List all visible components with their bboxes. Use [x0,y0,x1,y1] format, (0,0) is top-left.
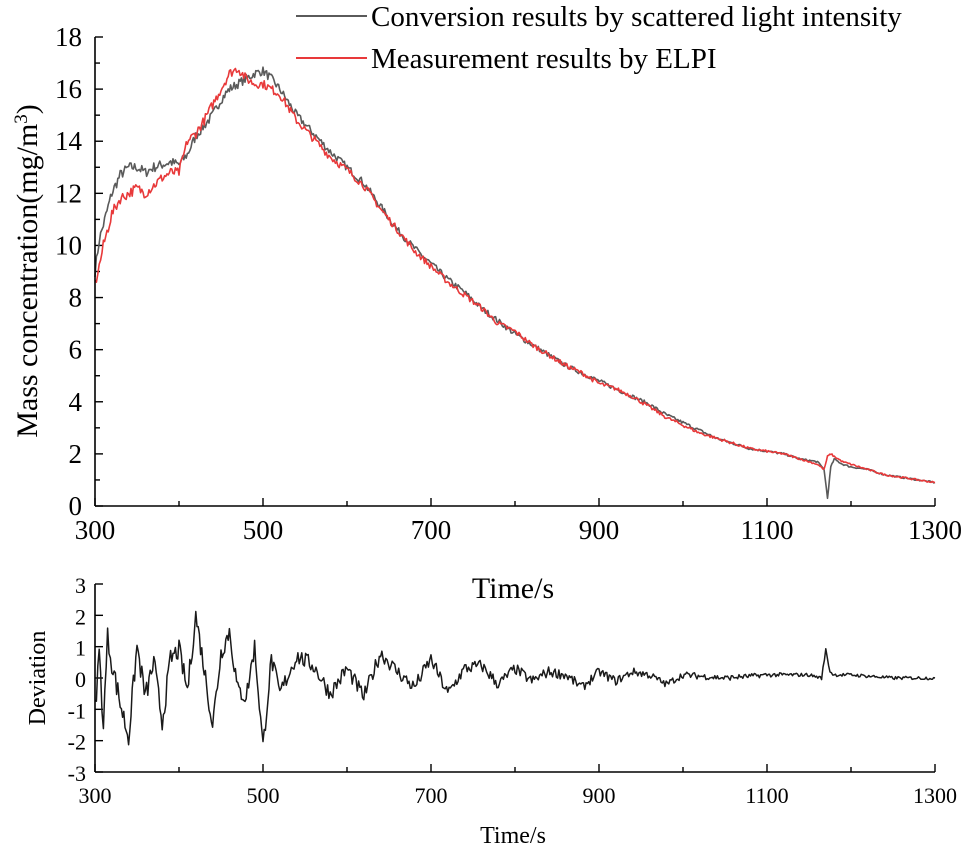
top-y-axis-title: Mass concentration(mg/m3) [11,104,45,438]
bottom-y-tick-label: 3 [75,573,86,598]
bottom-series-group [94,610,936,746]
top-y-tick-label: 6 [69,335,83,365]
bottom-panel: 300 500 700 900 1100 1300 -3 -2 -1 0 1 2 3 Time/s De… [25,573,957,849]
bottom-x-tick-label: 900 [583,783,616,808]
top-y-tick-label: 2 [69,439,83,469]
top-x-tick-label: 1100 [741,515,794,545]
top-series-line-0 [94,66,936,500]
top-panel: 300 500 700 900 1100 1300 0 2 4 6 8 10 12 14 16 18 Time… [11,1,963,605]
bottom-x-tick-label: 1300 [913,783,957,808]
top-series-line-1 [94,67,936,484]
top-y-tick-label: 18 [55,22,82,52]
top-y-axis-title-main: Mass concentration(mg/m [11,124,44,438]
bottom-axis-ticks: 300 500 700 900 1100 1300 -3 -2 -1 0 1 2 3 [68,573,957,808]
top-x-tick-label: 1300 [908,515,962,545]
legend: Conversion results by scattered light in… [296,1,902,75]
top-x-tick-label: 300 [75,515,116,545]
bottom-y-tick-label: -3 [68,761,86,786]
bottom-y-tick-label: -1 [68,698,86,723]
top-x-axis-title: Time/s [472,572,554,605]
bottom-x-tick-label: 500 [247,783,280,808]
top-y-axis-title-close: ) [11,104,44,114]
top-y-axis-title-superscript: 3 [11,114,32,124]
top-x-tick-label: 500 [243,515,284,545]
top-y-tick-label: 0 [69,491,83,521]
legend-label-elpi: Measurement results by ELPI [371,43,717,75]
top-y-tick-label: 8 [69,283,83,313]
top-y-tick-label: 16 [55,74,82,104]
top-y-tick-label: 4 [69,387,83,417]
bottom-y-tick-label: 0 [75,667,86,692]
top-y-tick-label: 14 [55,126,83,156]
bottom-x-tick-label: 700 [415,783,448,808]
top-x-tick-label: 900 [579,515,620,545]
top-y-tick-label: 10 [55,230,82,260]
bottom-y-tick-label: -2 [68,730,86,755]
legend-label-conversion: Conversion results by scattered light in… [371,1,902,33]
top-series-group [94,66,936,500]
top-y-tick-label: 12 [55,178,82,208]
bottom-x-tick-label: 1100 [745,783,788,808]
bottom-y-axis-title: Deviation [25,631,51,726]
bottom-y-tick-label: 1 [75,636,86,661]
bottom-x-axis-title: Time/s [480,823,546,849]
bottom-series-line-0 [94,610,936,746]
bottom-x-tick-label: 300 [79,783,112,808]
bottom-y-tick-label: 2 [75,604,86,629]
top-axis-ticks: 300 500 700 900 1100 1300 0 2 4 6 8 10 12 14 16 18 [55,22,962,545]
top-x-tick-label: 700 [411,515,452,545]
